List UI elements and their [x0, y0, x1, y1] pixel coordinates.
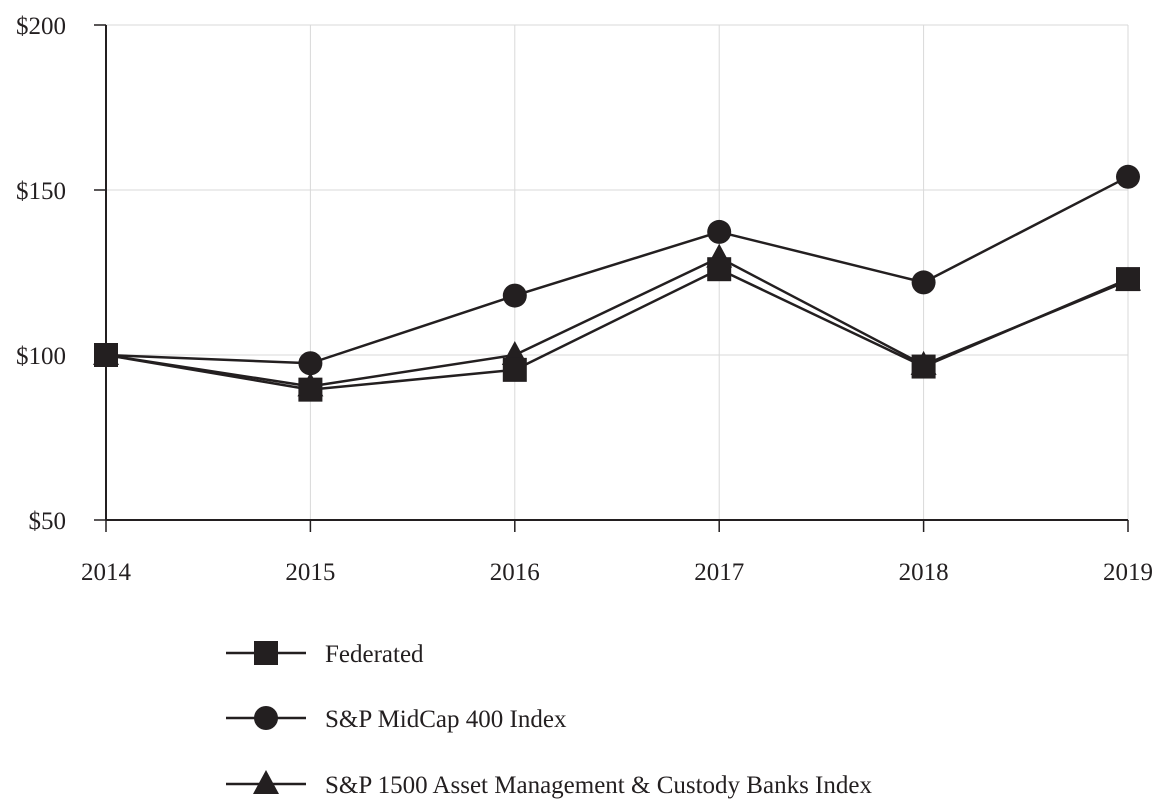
point-square-2014: [94, 343, 118, 367]
point-circle-2017: [707, 219, 732, 244]
legend-label: S&P MidCap 400 Index: [325, 706, 567, 733]
legend-label: S&P 1500 Asset Management & Custody Bank…: [325, 772, 872, 799]
legend-item-federated: Federated: [226, 641, 424, 668]
legend-marker-circle: [254, 706, 278, 730]
y-tick-label-1: $100: [16, 343, 66, 370]
point-square-2017: [707, 257, 732, 282]
y-tick-label-3: $200: [16, 13, 66, 40]
legend-marker-triangle: [253, 770, 279, 794]
legend-item-s-p-1500-asset-management-custody-banks-index: S&P 1500 Asset Management & Custody Bank…: [226, 770, 872, 799]
series-layer: [93, 164, 1141, 402]
x-tick-label-0: 2014: [81, 559, 132, 586]
series-federated: [94, 257, 1140, 402]
y-tick-label-2: $150: [16, 178, 66, 205]
series-line-federated: [105, 267, 1129, 391]
point-circle-2018: [911, 270, 936, 295]
series-line-s-p-midcap-400-index: [105, 175, 1129, 365]
grid-layer: [106, 24, 1129, 520]
series-line-s-p-1500-asset-management-custody-banks-index: [105, 256, 1129, 388]
point-circle-2019: [1116, 164, 1140, 189]
point-circle-2016: [502, 283, 527, 308]
point-square-2015: [298, 377, 323, 402]
legend-marker-square: [254, 641, 278, 665]
series-s-p-midcap-400-index: [94, 164, 1140, 376]
x-tick-label-4: 2018: [899, 559, 949, 586]
point-square-2019: [1116, 267, 1140, 292]
x-tick-label-2: 2016: [490, 559, 540, 586]
legend-item-s-p-midcap-400-index: S&P MidCap 400 Index: [226, 706, 567, 733]
x-tick-label-3: 2017: [694, 559, 744, 586]
x-tick-label-1: 2015: [285, 559, 335, 586]
legend: Federated S&P MidCap 400 Index S&P 1500 As…: [226, 641, 872, 799]
y-tick-label-0: $50: [29, 508, 67, 535]
x-tick-label-5: 2019: [1103, 559, 1153, 586]
point-square-2016: [502, 357, 527, 382]
point-circle-2015: [298, 351, 323, 376]
point-square-2018: [911, 354, 936, 379]
axis-layer: $50 $100 $150 $200 2014 2015 2016 2017 2018 2019: [16, 13, 1153, 586]
legend-label: Federated: [325, 641, 424, 668]
